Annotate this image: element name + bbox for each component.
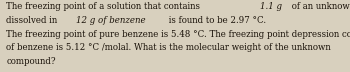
Text: dissolved in: dissolved in: [6, 16, 60, 25]
Text: is found to be 2.97 °C.: is found to be 2.97 °C.: [166, 16, 266, 25]
Text: of benzene is 5.12 °C /molal. What is the molecular weight of the unknown: of benzene is 5.12 °C /molal. What is th…: [6, 43, 331, 52]
Text: 12 g of benzene: 12 g of benzene: [76, 16, 146, 25]
Text: of an unknown compound, (A),: of an unknown compound, (A),: [288, 2, 350, 11]
Text: compound?: compound?: [6, 57, 56, 66]
Text: The freezing point of pure benzene is 5.48 °C. The freezing point depression con: The freezing point of pure benzene is 5.…: [6, 30, 350, 39]
Text: The freezing point of a solution that contains: The freezing point of a solution that co…: [6, 2, 203, 11]
Text: 1.1 g: 1.1 g: [260, 2, 282, 11]
